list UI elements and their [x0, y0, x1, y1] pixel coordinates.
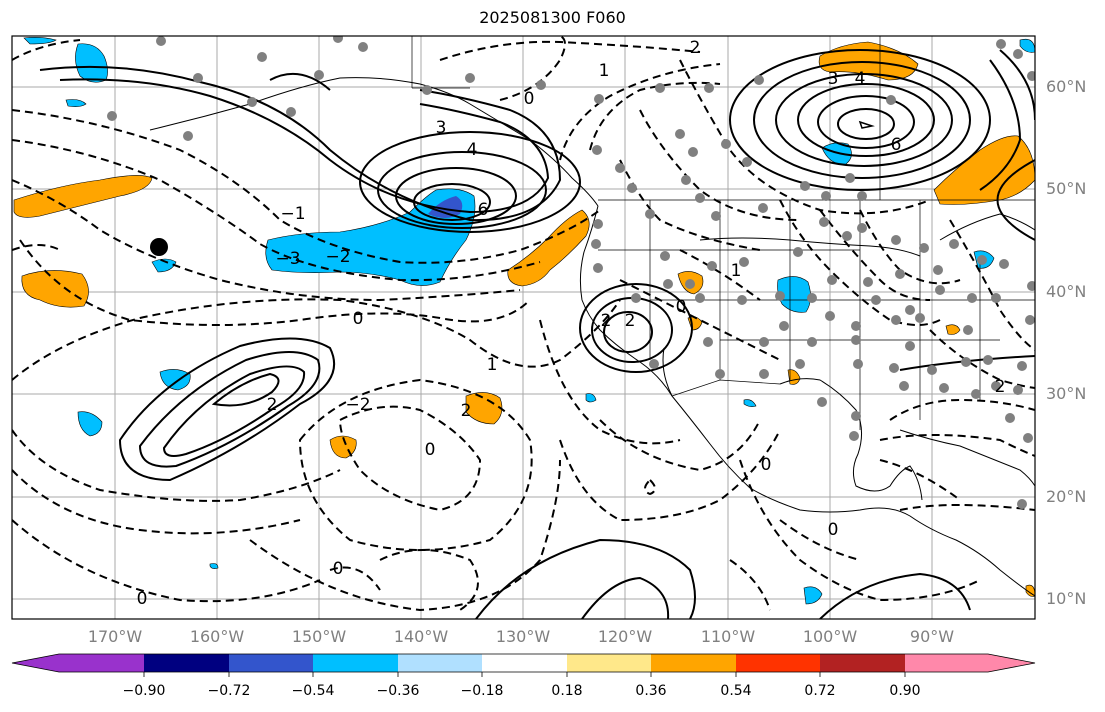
lat-label: 10°N	[1046, 589, 1087, 608]
lon-label: 120°W	[597, 627, 653, 646]
map-content: 6 4 3 2 1 0 −1 −2 −3 2 2 6 4 3 0 0 1 2 0…	[12, 36, 1035, 619]
colorbar-bin-8	[736, 654, 820, 672]
colorbar	[11, 653, 1036, 677]
map-title: 2025081300 F060	[479, 8, 626, 27]
colorbar-tick-label: −0.18	[460, 683, 504, 699]
colorbar-tick-label: 0.90	[889, 683, 921, 699]
svg-text:0: 0	[333, 559, 344, 579]
negative-contours	[12, 36, 1035, 612]
svg-text:−2: −2	[325, 247, 350, 267]
svg-text:6: 6	[891, 135, 902, 155]
colorbar-bin-1	[144, 654, 229, 672]
colorbar-bin-4	[398, 654, 482, 672]
positive-contours	[39, 49, 1035, 619]
colorbar-tick-label: 0.18	[551, 683, 583, 699]
svg-text:2: 2	[267, 395, 278, 415]
lat-label: 20°N	[1046, 487, 1087, 506]
colorbar-tick-label: −0.54	[291, 683, 335, 699]
colorbar-tick-label: −0.72	[207, 683, 251, 699]
svg-text:4: 4	[855, 69, 866, 89]
lon-label: 140°W	[393, 627, 449, 646]
graticule	[12, 36, 1035, 619]
map-frame	[11, 35, 1036, 620]
lon-label: 110°W	[700, 627, 756, 646]
contour-labels: 6 4 3 2 1 0 −1 −2 −3 2 2 6 4 3 0 0 1 2 0…	[137, 38, 1006, 609]
svg-text:2: 2	[690, 38, 701, 58]
colorbar-bin-2	[229, 654, 313, 672]
lon-label: 90°W	[909, 627, 955, 646]
svg-text:3: 3	[436, 118, 447, 138]
lon-label: 160°W	[189, 627, 245, 646]
svg-text:2: 2	[461, 401, 472, 421]
colorbar-tick-label: −0.90	[122, 683, 166, 699]
colorbar-tick-label: 0.72	[804, 683, 836, 699]
svg-text:1: 1	[599, 61, 610, 81]
svg-text:−2: −2	[345, 395, 370, 415]
svg-text:0: 0	[524, 89, 535, 109]
colorbar-bin-0	[59, 654, 144, 672]
lon-label: 170°W	[87, 627, 143, 646]
svg-text:3: 3	[828, 69, 839, 89]
svg-text:0: 0	[676, 297, 687, 317]
lat-label: 40°N	[1046, 282, 1087, 301]
lon-label: 130°W	[495, 627, 551, 646]
station-dots	[107, 36, 1035, 509]
svg-text:0: 0	[761, 455, 772, 475]
colorbar-bin-7	[651, 654, 736, 672]
svg-text:0: 0	[353, 309, 364, 329]
colorbar-bin-9	[820, 654, 905, 672]
svg-text:4: 4	[467, 140, 478, 160]
svg-text:2: 2	[995, 377, 1006, 397]
svg-text:2: 2	[601, 311, 612, 331]
colorbar-bin-3	[313, 654, 398, 672]
svg-text:2: 2	[625, 311, 636, 331]
svg-text:0: 0	[137, 589, 148, 609]
lat-label: 50°N	[1046, 179, 1087, 198]
svg-text:−1: −1	[280, 204, 305, 224]
positive-shading	[13, 41, 1035, 597]
colorbar-bin-5	[482, 654, 567, 672]
lat-label: 30°N	[1046, 384, 1087, 403]
svg-text:1: 1	[487, 355, 498, 375]
colorbar-tick-label: −0.36	[376, 683, 420, 699]
lon-label: 100°W	[802, 627, 858, 646]
colorbar-bin-6	[567, 654, 651, 672]
colorbar-tick-label: 0.36	[635, 683, 667, 699]
marker-dot-icon	[150, 238, 168, 256]
strong-negative-shading	[428, 196, 463, 218]
svg-text:0: 0	[828, 520, 839, 540]
colorbar-left-extend	[12, 654, 59, 672]
svg-text:6: 6	[478, 200, 489, 220]
colorbar-tick-label: 0.54	[720, 683, 752, 699]
svg-text:0: 0	[425, 440, 436, 460]
svg-text:1: 1	[731, 261, 742, 281]
lat-label: 60°N	[1046, 77, 1087, 96]
svg-text:−3: −3	[275, 249, 300, 269]
colorbar-right-extend	[988, 654, 1035, 672]
colorbar-bin-10	[905, 654, 988, 672]
lon-label: 150°W	[291, 627, 347, 646]
